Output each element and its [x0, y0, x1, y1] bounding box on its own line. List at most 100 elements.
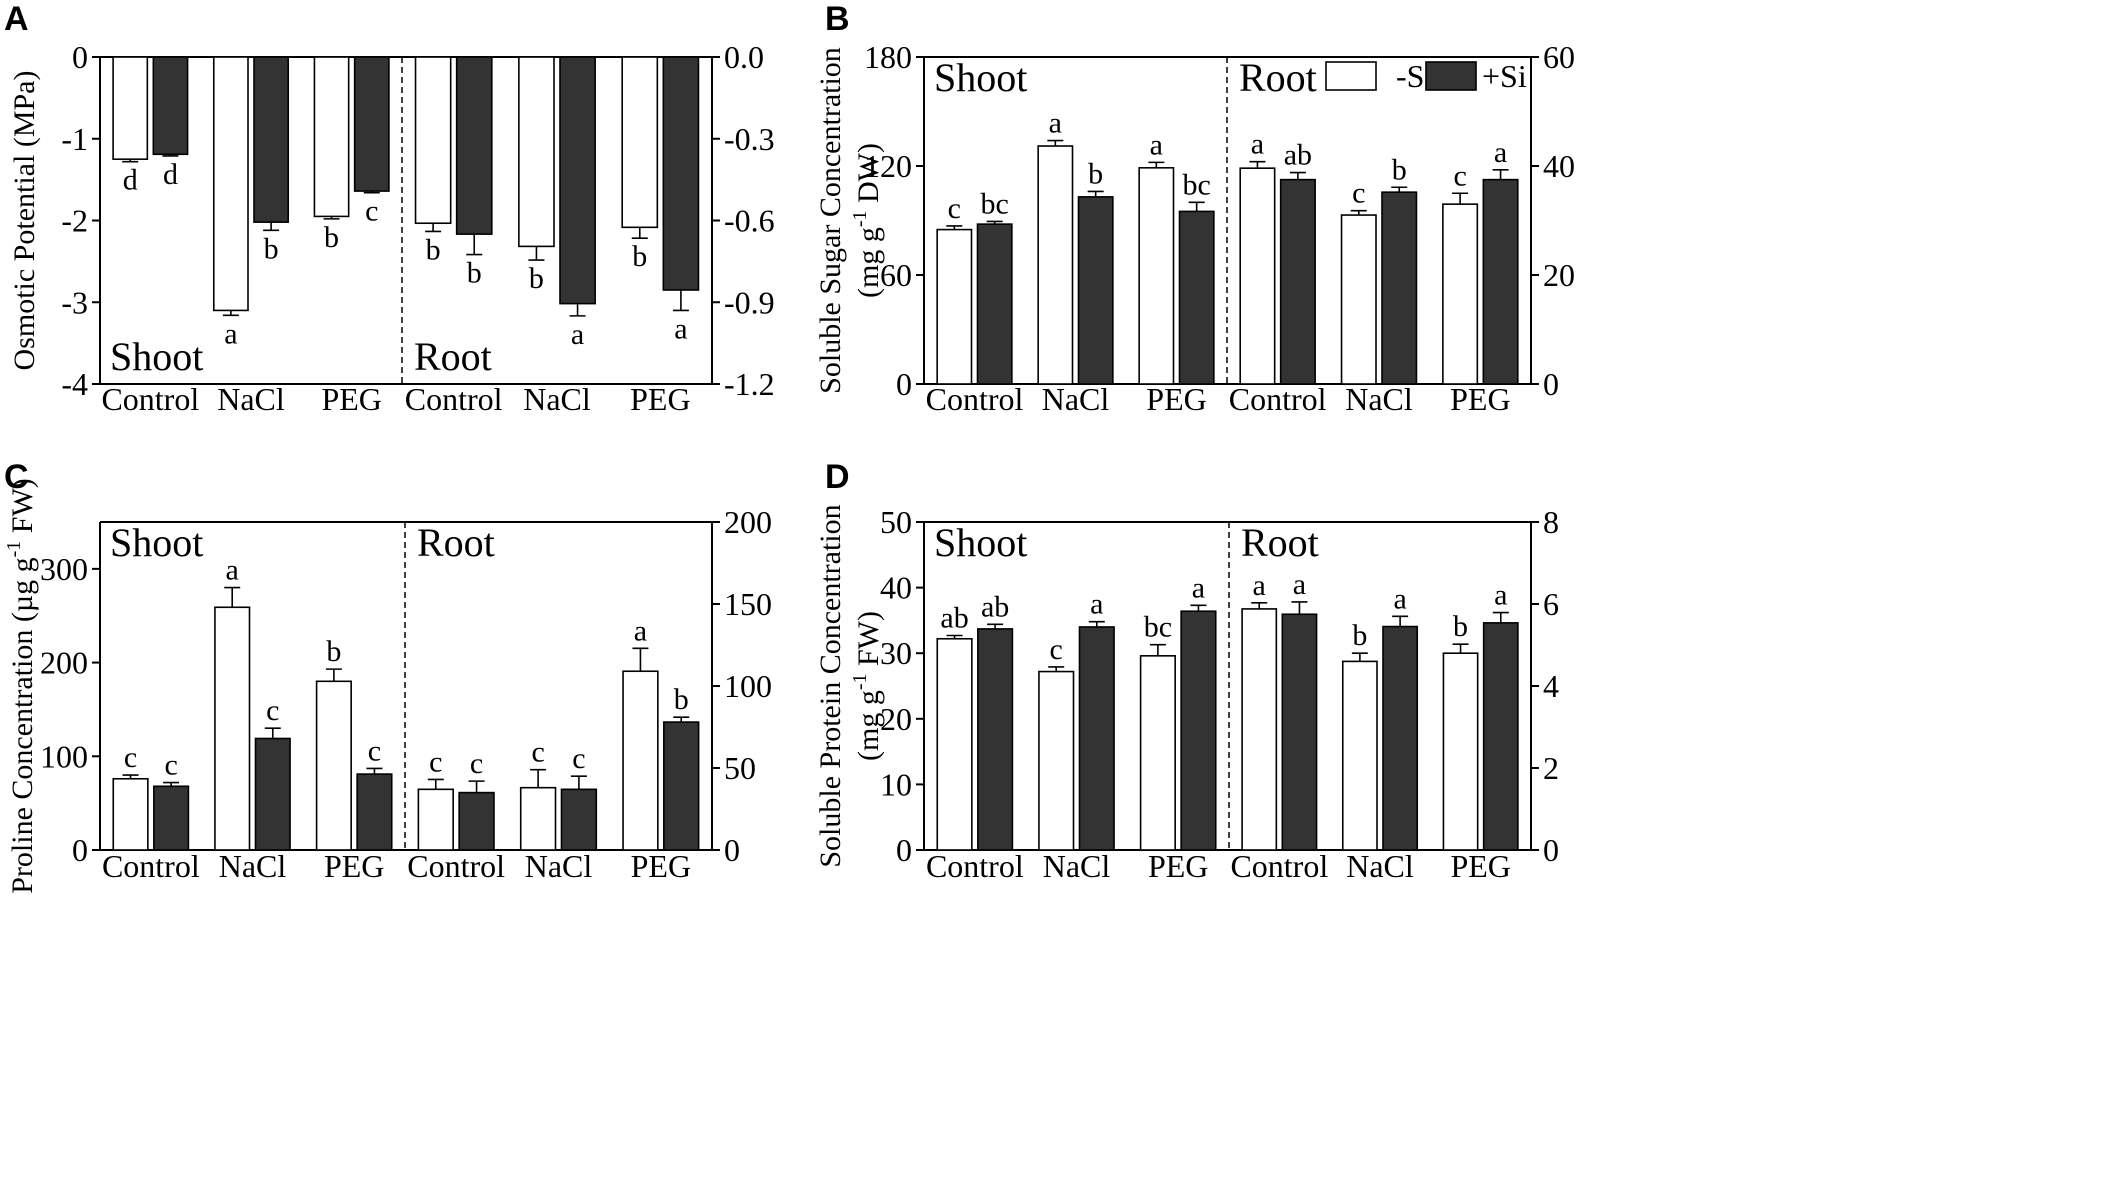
root-bar-plus-si [1281, 613, 1318, 851]
shoot-category-label: PEG [1148, 848, 1208, 884]
significance-letter: c [429, 745, 442, 778]
left-tick-label: 120 [864, 148, 912, 184]
left-tick-label: 60 [880, 257, 912, 293]
panel-a: A 0 -1 -2 -3 -4 0.0 -0.3 -0.6 -0.9 -1.2 Osmotic Pot… [4, 0, 775, 417]
significance-letter: a [1494, 136, 1507, 169]
shoot-bar-plus-si [253, 56, 290, 223]
right-tick-label: 20 [1543, 257, 1575, 293]
left-tick-label: 180 [864, 39, 912, 75]
root-bar-minus-si [417, 788, 454, 851]
right-tick-label: -1.2 [724, 366, 775, 402]
legend: -Si +Si [1325, 58, 1527, 94]
root-bar-minus-si [621, 56, 659, 229]
root-category-label: PEG [630, 381, 690, 417]
right-tick-label: 100 [724, 668, 772, 704]
root-bar-minus-si [1241, 608, 1278, 851]
significance-letter: c [266, 694, 279, 727]
significance-letter: c [164, 749, 177, 782]
significance-letter: a [674, 312, 687, 345]
root-category-label: PEG [1450, 381, 1510, 417]
legend-swatch-plus-si [1425, 61, 1477, 91]
right-tick-label: 0 [1543, 832, 1559, 868]
right-tick-label: 0.0 [724, 39, 764, 75]
root-bar-plus-si [560, 788, 598, 851]
region-label-root: Root [417, 520, 495, 565]
shoot-category-label: PEG [321, 381, 381, 417]
significance-letter: b [1088, 157, 1103, 190]
right-tick-label: 0 [1543, 366, 1559, 402]
right-tick-label: 0 [724, 832, 740, 868]
left-tick-label: 0 [72, 832, 88, 868]
left-tick-label: 20 [880, 701, 912, 737]
significance-letter: ab [981, 590, 1009, 623]
shoot-bar-plus-si [356, 773, 393, 851]
right-tick-label: 8 [1543, 504, 1559, 540]
root-bar-minus-si [1239, 167, 1276, 385]
root-bar-minus-si [414, 56, 452, 225]
right-tick-label: -0.3 [724, 121, 775, 157]
left-tick-label: 0 [72, 39, 88, 75]
significance-letter: a [1251, 128, 1264, 161]
shoot-bar-minus-si [315, 680, 352, 851]
significance-letter: b [426, 233, 441, 266]
right-tick-label: 60 [1543, 39, 1575, 75]
shoot-category-label: Control [102, 848, 200, 884]
significance-letter: a [1393, 582, 1406, 615]
significance-letter: ab [940, 601, 968, 634]
significance-letter: c [124, 741, 137, 774]
left-tick-label: 0 [896, 366, 912, 402]
shoot-bar-minus-si [1038, 670, 1075, 851]
significance-letter: a [1253, 569, 1266, 602]
shoot-bar-minus-si [214, 606, 251, 851]
significance-letter: c [1453, 159, 1466, 192]
left-tick-label: 30 [880, 635, 912, 671]
root-bar-plus-si [663, 721, 700, 851]
significance-letter: bc [1183, 168, 1211, 201]
significance-letter: b [529, 262, 544, 295]
left-tick-label: 0 [896, 832, 912, 868]
root-bar-plus-si [458, 791, 495, 851]
significance-letter: b [1453, 610, 1468, 643]
significance-letter: bc [1144, 611, 1172, 644]
root-bar-plus-si [1382, 625, 1419, 851]
left-tick-label: -4 [61, 366, 88, 402]
shoot-category-label: Control [926, 848, 1024, 884]
root-bar-minus-si [1340, 214, 1377, 385]
significance-letter: a [224, 317, 237, 350]
right-tick-label: 6 [1543, 586, 1559, 622]
left-tick-label: -1 [61, 121, 88, 157]
right-tick-label: -0.6 [724, 203, 775, 239]
panel-label: D [825, 458, 850, 496]
right-tick-label: 4 [1543, 668, 1559, 704]
significance-letter: a [571, 318, 584, 351]
region-label-shoot: Shoot [110, 520, 203, 565]
shoot-category-label: NaCl [1042, 381, 1110, 417]
root-bar-plus-si [455, 56, 493, 235]
root-category-label: Control [1230, 848, 1328, 884]
root-category-label: Control [407, 848, 505, 884]
root-bar-plus-si [559, 56, 596, 305]
panel-label: A [4, 0, 29, 38]
significance-letter: c [365, 195, 378, 228]
right-tick-label: 40 [1543, 148, 1575, 184]
root-bar-plus-si [662, 56, 700, 291]
shoot-bar-plus-si [976, 223, 1013, 385]
root-category-label: Control [1229, 381, 1327, 417]
significance-letter: d [163, 158, 178, 191]
shoot-bar-minus-si [112, 56, 149, 160]
shoot-category-label: Control [926, 381, 1024, 417]
root-bar-plus-si [1482, 178, 1519, 385]
significance-letter: a [1293, 568, 1306, 601]
legend-swatch-minus-si [1325, 61, 1377, 91]
shoot-category-label: NaCl [1043, 848, 1111, 884]
right-tick-label: 200 [724, 504, 772, 540]
significance-letter: b [632, 240, 647, 273]
left-tick-label: 10 [880, 766, 912, 802]
root-bar-minus-si [1442, 652, 1479, 851]
root-category-label: NaCl [523, 381, 591, 417]
root-category-label: PEG [631, 848, 691, 884]
root-category-label: NaCl [1346, 848, 1414, 884]
